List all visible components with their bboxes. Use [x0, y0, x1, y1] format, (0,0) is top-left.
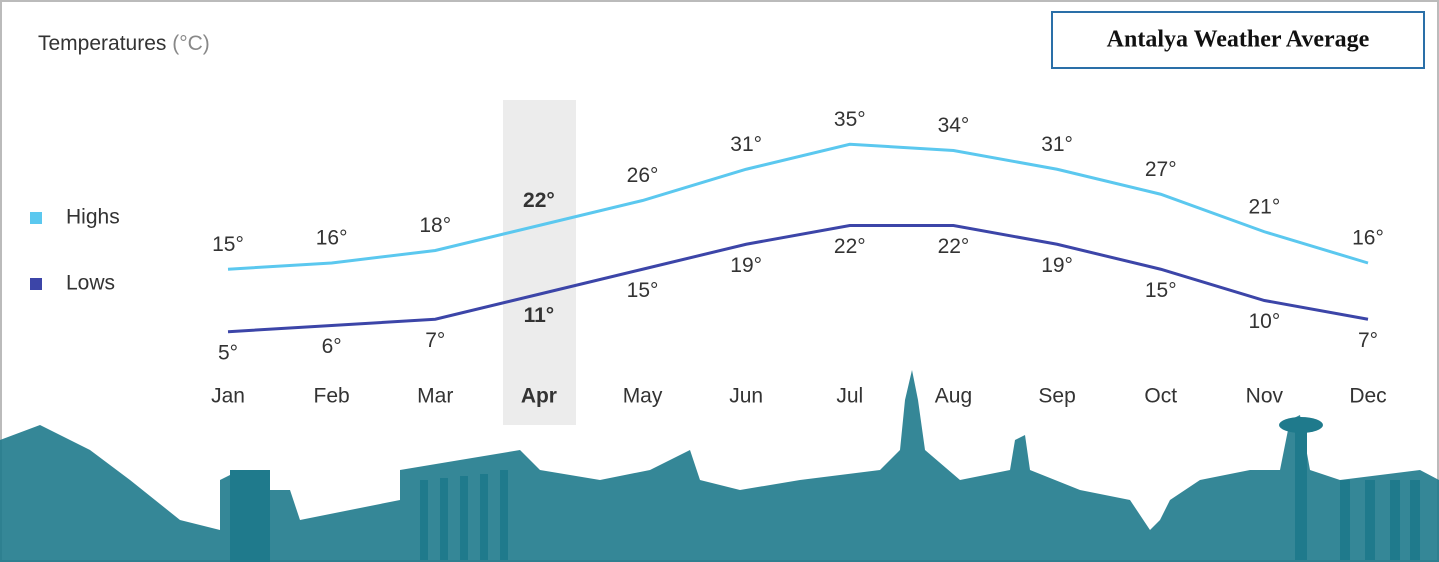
- legend-swatch: [30, 212, 42, 224]
- badge-box: [1051, 11, 1425, 69]
- x-tick-label: Sep: [1038, 385, 1075, 408]
- value-label: 7°: [1358, 329, 1378, 352]
- value-label: 5°: [218, 341, 238, 364]
- x-tick-label: Dec: [1349, 385, 1386, 408]
- x-tick-label: Apr: [521, 385, 557, 408]
- value-label: 27°: [1145, 158, 1177, 181]
- value-label: 22°: [938, 235, 970, 258]
- legend-label: Lows: [66, 272, 115, 295]
- value-label: 31°: [730, 133, 762, 156]
- badge-text: Antalya Weather Average: [1107, 27, 1370, 53]
- value-label: 15°: [212, 233, 244, 256]
- x-tick-label: Oct: [1144, 385, 1177, 408]
- value-label: 16°: [316, 227, 348, 250]
- x-tick-label: Aug: [935, 385, 972, 408]
- value-label: 10°: [1248, 310, 1280, 333]
- value-label: 19°: [730, 254, 762, 277]
- value-label: 18°: [419, 214, 451, 237]
- value-label: 16°: [1352, 227, 1384, 250]
- value-label: 31°: [1041, 133, 1073, 156]
- x-tick-label: Jun: [729, 385, 763, 408]
- value-label: 34°: [938, 114, 970, 137]
- series-line: [227, 142, 1369, 271]
- value-label: 19°: [1041, 254, 1073, 277]
- value-label: 26°: [627, 164, 659, 187]
- value-label: 21°: [1248, 195, 1280, 218]
- legend-label: Highs: [66, 206, 120, 229]
- x-tick-label: Jul: [836, 385, 863, 408]
- value-label: 15°: [627, 279, 659, 302]
- value-label: 15°: [1145, 279, 1177, 302]
- value-label: 6°: [322, 335, 342, 358]
- x-tick-label: Mar: [417, 385, 453, 408]
- title-unit: (°C): [172, 32, 210, 55]
- value-label: 22°: [834, 235, 866, 258]
- value-label: 22°: [523, 189, 555, 212]
- highlight-band: [503, 100, 576, 425]
- series-line: [227, 224, 1369, 334]
- legend-swatch: [30, 278, 42, 290]
- x-tick-label: Feb: [314, 385, 350, 408]
- chart-title: Temperatures (°C): [38, 32, 210, 55]
- title-text: Temperatures: [38, 32, 166, 55]
- x-tick-label: May: [623, 385, 663, 408]
- x-tick-label: Nov: [1246, 385, 1284, 408]
- value-label: 35°: [834, 108, 866, 131]
- x-tick-label: Jan: [211, 385, 245, 408]
- value-label: 7°: [425, 329, 445, 352]
- skyline-decoration: [0, 370, 1439, 562]
- value-label: 11°: [524, 304, 555, 327]
